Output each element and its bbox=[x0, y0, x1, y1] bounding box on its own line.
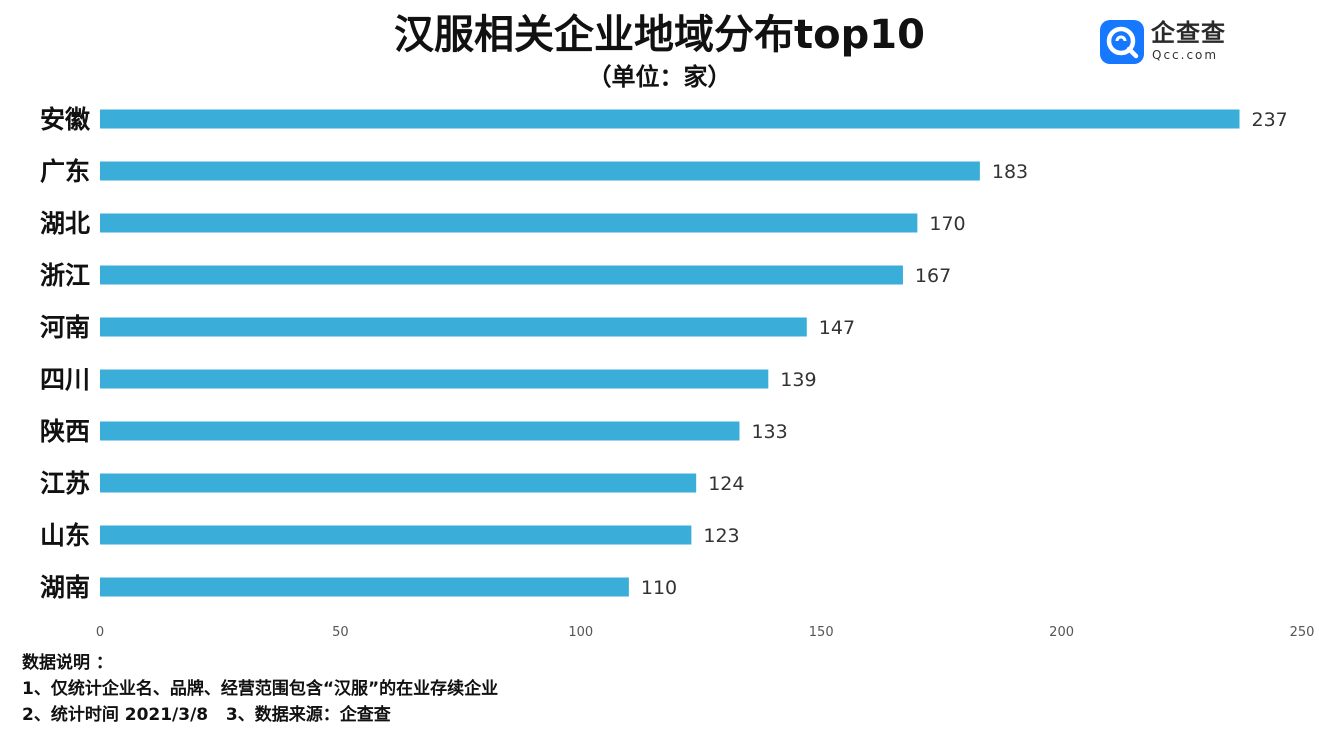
category-label: 安徽 bbox=[40, 105, 91, 134]
bar-8 bbox=[100, 525, 692, 545]
value-label: 123 bbox=[703, 525, 739, 547]
value-label: 110 bbox=[641, 577, 677, 599]
qcc-logo: 企查查 Qcc.com bbox=[1100, 18, 1240, 68]
notes-heading: 数据说明 ： bbox=[22, 653, 113, 673]
notes-line-2: 2、统计时间 2021/3/8 3、数据来源：企查查 bbox=[22, 705, 391, 725]
bar-5 bbox=[100, 369, 769, 389]
category-label: 陕西 bbox=[40, 417, 90, 446]
data-notes: 数据说明 ： 1、仅统计企业名、品牌、经营范围包含“汉服”的在业存续企业 2、统… bbox=[22, 650, 498, 728]
logo-domain: Qcc.com bbox=[1152, 48, 1219, 62]
notes-line-1: 1、仅统计企业名、品牌、经营范围包含“汉服”的在业存续企业 bbox=[22, 679, 499, 699]
category-label: 湖北 bbox=[40, 209, 90, 238]
x-tick-label: 100 bbox=[568, 625, 593, 640]
bar-9 bbox=[100, 577, 629, 597]
category-label: 山东 bbox=[40, 521, 90, 550]
value-label: 167 bbox=[915, 265, 951, 287]
qcc-logo-icon bbox=[1100, 20, 1144, 64]
value-label: 147 bbox=[819, 317, 855, 339]
bar-1 bbox=[100, 161, 980, 181]
x-tick-label: 50 bbox=[332, 625, 349, 640]
category-label: 江苏 bbox=[40, 469, 90, 498]
value-label: 170 bbox=[929, 213, 965, 235]
chart-title: 汉服相关企业地域分布top10 bbox=[394, 12, 925, 58]
x-tick-label: 150 bbox=[809, 625, 834, 640]
category-label: 河南 bbox=[40, 313, 90, 342]
category-label: 浙江 bbox=[40, 261, 90, 290]
chart-subtitle: （单位：家） bbox=[587, 63, 732, 91]
bar-7 bbox=[100, 473, 697, 493]
x-tick-label: 250 bbox=[1290, 625, 1315, 640]
bar-4 bbox=[100, 317, 807, 337]
value-label: 133 bbox=[751, 421, 787, 443]
value-label: 183 bbox=[992, 161, 1028, 183]
bar-3 bbox=[100, 265, 903, 285]
category-label: 湖南 bbox=[40, 573, 90, 602]
bar-0 bbox=[100, 109, 1240, 129]
category-label: 广东 bbox=[40, 157, 90, 186]
value-label: 124 bbox=[708, 473, 744, 495]
value-label: 237 bbox=[1251, 109, 1287, 131]
x-tick-label: 0 bbox=[96, 625, 104, 640]
x-tick-label: 200 bbox=[1049, 625, 1074, 640]
bar-2 bbox=[100, 213, 918, 233]
category-label: 四川 bbox=[40, 365, 90, 394]
logo-name: 企查查 bbox=[1151, 19, 1226, 47]
value-label: 139 bbox=[780, 369, 816, 391]
bar-6 bbox=[100, 421, 740, 441]
